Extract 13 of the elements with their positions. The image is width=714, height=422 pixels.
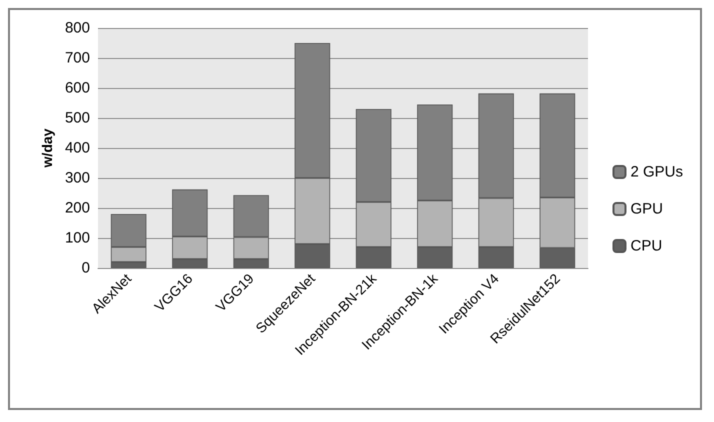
y-tick-label: 800 [64, 20, 90, 36]
legend-label: GPU [630, 200, 663, 218]
y-tick-label: 600 [64, 80, 90, 96]
y-axis-title: w/day [39, 128, 56, 168]
y-tick-label: 500 [64, 110, 90, 126]
y-tick-label: 700 [64, 50, 90, 66]
y-tick-label: 400 [64, 140, 90, 156]
y-tick-label: 300 [64, 170, 90, 186]
y-tick-label: 100 [64, 230, 90, 246]
legend-label: 2 GPUs [630, 164, 683, 180]
y-tick-label: 200 [64, 200, 90, 216]
legend-label: CPU [630, 238, 662, 254]
y-tick-label: 0 [82, 260, 90, 276]
